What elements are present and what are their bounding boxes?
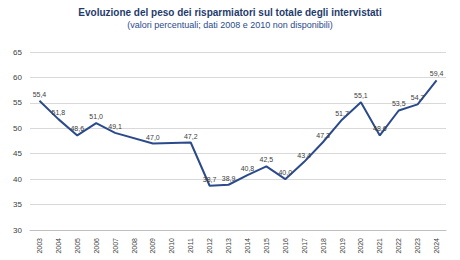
svg-text:54,7: 54,7 [411,94,425,101]
svg-text:2021: 2021 [376,238,383,254]
svg-text:35: 35 [13,200,22,209]
svg-text:2024: 2024 [433,238,440,254]
svg-text:2011: 2011 [187,238,194,253]
svg-text:40,8: 40,8 [241,165,255,172]
svg-text:2012: 2012 [206,238,213,254]
svg-text:2008: 2008 [131,238,138,254]
svg-text:30: 30 [13,226,22,235]
svg-text:38,9: 38,9 [222,175,236,182]
svg-text:2015: 2015 [263,238,270,254]
svg-text:47,2: 47,2 [184,133,198,140]
svg-text:2009: 2009 [149,238,156,254]
svg-text:55,1: 55,1 [354,92,368,99]
svg-text:2006: 2006 [93,238,100,254]
svg-text:2007: 2007 [112,238,119,254]
svg-text:51,0: 51,0 [89,113,103,120]
svg-text:45: 45 [13,149,22,158]
svg-text:55: 55 [13,98,22,107]
svg-text:40,0: 40,0 [278,169,292,176]
svg-text:65: 65 [13,48,22,57]
svg-text:2016: 2016 [282,238,289,254]
svg-text:55,4: 55,4 [33,91,47,98]
svg-text:53,5: 53,5 [392,100,406,107]
svg-text:38,7: 38,7 [203,176,217,183]
svg-text:48,6: 48,6 [373,125,387,132]
svg-text:47,0: 47,0 [146,134,160,141]
svg-text:2003: 2003 [36,238,43,254]
svg-text:43,4: 43,4 [297,152,311,159]
svg-text:49,1: 49,1 [108,123,122,130]
svg-text:2020: 2020 [357,238,364,254]
svg-text:2014: 2014 [244,238,251,254]
svg-text:Evoluzione del peso dei rispar: Evoluzione del peso dei risparmiatori su… [78,7,382,18]
svg-text:51,7: 51,7 [335,110,349,117]
svg-text:2017: 2017 [301,238,308,254]
svg-text:48,6: 48,6 [70,125,84,132]
svg-text:2019: 2019 [339,238,346,254]
svg-text:2004: 2004 [55,238,62,254]
svg-text:51,8: 51,8 [52,109,66,116]
svg-text:2010: 2010 [168,238,175,254]
svg-text:2022: 2022 [395,238,402,254]
svg-text:60: 60 [13,73,22,82]
svg-text:2013: 2013 [225,238,232,254]
svg-text:59,4: 59,4 [430,70,444,77]
svg-text:2018: 2018 [320,238,327,254]
svg-text:(valori percentuali; dati 2008: (valori percentuali; dati 2008 e 2010 no… [127,20,333,30]
svg-text:40: 40 [13,175,22,184]
svg-text:2023: 2023 [414,238,421,254]
svg-text:47,3: 47,3 [316,132,330,139]
svg-text:50: 50 [13,124,22,133]
svg-text:2005: 2005 [74,238,81,254]
svg-text:42,5: 42,5 [260,156,274,163]
